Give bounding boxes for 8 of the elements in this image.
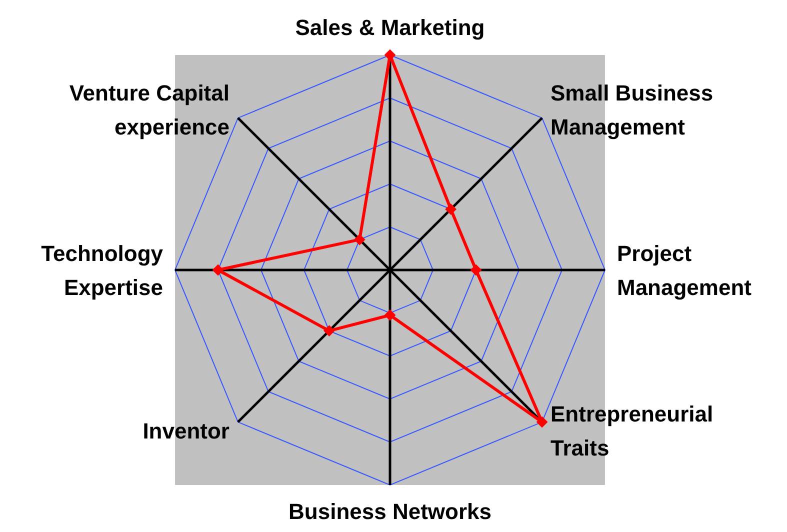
spoke-label: Business Networks: [288, 499, 492, 524]
spoke-label: Venture Capital experience: [69, 80, 230, 140]
spoke-label: Inventor: [142, 418, 230, 444]
spoke-label: Entrepreneurial Traits: [550, 402, 714, 461]
spoke-label: Small Business Management: [550, 80, 714, 140]
spoke-label: Sales & Marketing: [295, 15, 485, 40]
spoke-label: Technology Expertise: [41, 241, 164, 300]
spoke-label: Project Management: [617, 241, 752, 300]
